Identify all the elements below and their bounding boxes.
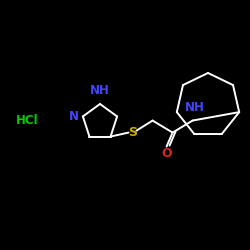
Text: HCl: HCl	[16, 114, 38, 126]
Text: NH: NH	[90, 84, 110, 97]
Text: NH: NH	[185, 100, 204, 114]
Text: O: O	[161, 147, 172, 160]
Text: N: N	[69, 110, 79, 123]
Text: S: S	[128, 126, 137, 139]
